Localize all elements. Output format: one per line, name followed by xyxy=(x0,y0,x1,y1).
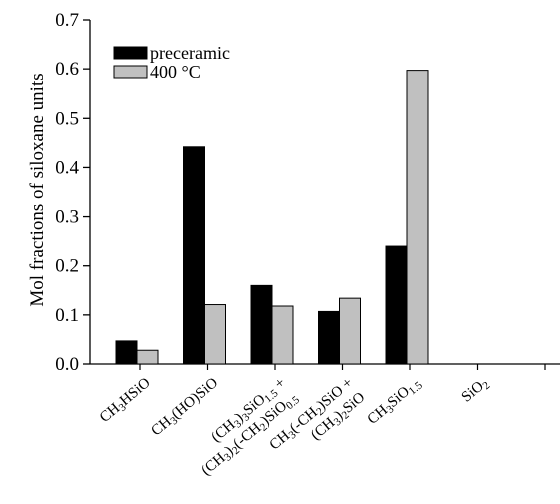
legend-label: preceramic xyxy=(150,43,230,63)
y-tick-label: 0.2 xyxy=(55,256,79,277)
y-tick-label: 0.7 xyxy=(55,10,79,31)
x-category-label: CH3HSiO xyxy=(97,375,155,428)
x-category-label-line: CH3SiO1.5 xyxy=(365,374,425,429)
y-tick-label: 0.1 xyxy=(55,305,79,326)
y-tick-label: 0.3 xyxy=(55,207,79,228)
y-tick-label: 0.0 xyxy=(55,354,79,375)
y-axis-label: Mol fractions of siloxane units xyxy=(27,73,48,306)
x-category-label: CH3SiO1.5 xyxy=(365,374,425,429)
bar-400-c xyxy=(136,349,159,365)
bar-preceramic xyxy=(183,146,205,365)
x-category-label-line: SiO2 xyxy=(459,375,493,407)
y-tick-label: 0.5 xyxy=(55,108,79,129)
bar-preceramic xyxy=(250,284,273,365)
bar-preceramic xyxy=(115,340,138,365)
bar-400-c xyxy=(406,70,429,365)
bar-preceramic xyxy=(318,310,340,365)
x-category-label-line: CH3HSiO xyxy=(97,375,155,428)
x-category-label: SiO2 xyxy=(459,375,493,407)
x-category-label: (CH3)3SiO1.5 +(CH3)2(-CH2)SiO0.5 xyxy=(198,375,302,479)
bar-400-c xyxy=(271,305,294,365)
legend-swatch xyxy=(113,46,148,60)
bar-preceramic xyxy=(385,245,408,365)
y-tick-label: 0.4 xyxy=(55,157,79,178)
bar-400-c xyxy=(339,297,361,365)
bar-400-c xyxy=(204,304,226,365)
legend-swatch xyxy=(113,65,148,79)
y-tick-label: 0.6 xyxy=(55,59,79,80)
legend-label: 400 °C xyxy=(150,62,201,82)
